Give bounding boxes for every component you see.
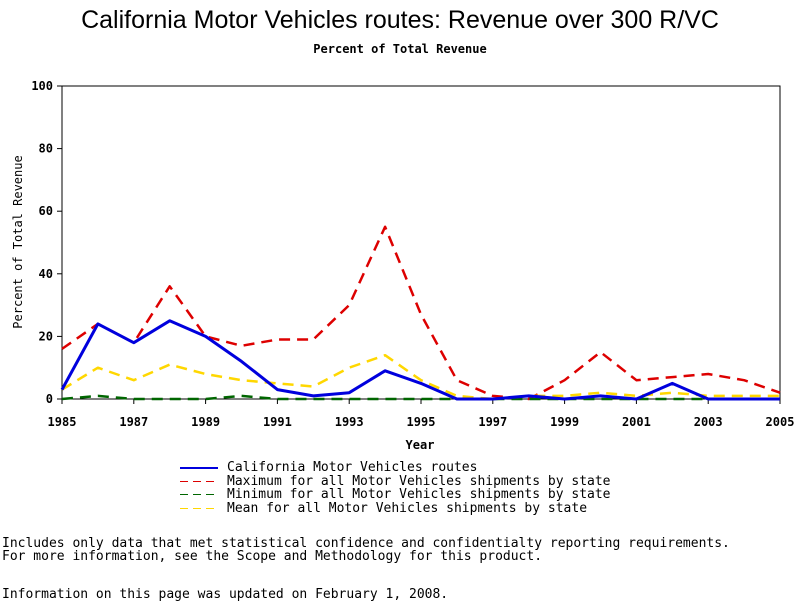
legend-label-routes: California Motor Vehicles routes xyxy=(227,460,478,475)
legend-entry-maximum: Maximum for all Motor Vehicles shipments… xyxy=(180,473,611,489)
y-tick-label: 80 xyxy=(39,142,53,156)
x-tick-label: 1995 xyxy=(407,415,436,429)
x-tick-label: 1985 xyxy=(48,415,77,429)
y-tick-label: 0 xyxy=(46,392,53,406)
legend-swatch-minimum xyxy=(180,490,218,499)
x-tick-label: 1993 xyxy=(335,415,364,429)
y-tick-label: 100 xyxy=(31,79,53,93)
chart-title: California Motor Vehicles routes: Revenu… xyxy=(81,6,719,34)
series-line-minimum xyxy=(61,394,780,401)
series-line-maximum xyxy=(61,225,781,401)
x-tick-label: 2001 xyxy=(622,415,651,429)
x-axis-label: Year xyxy=(406,438,435,452)
y-axis: 0 20 40 60 80 100 xyxy=(31,79,62,406)
legend-entry-routes: California Motor Vehicles routes xyxy=(180,461,611,475)
x-tick-label: 2003 xyxy=(694,415,723,429)
x-tick-label: 1987 xyxy=(119,415,148,429)
legend: California Motor Vehicles routes Maximum… xyxy=(180,461,611,515)
legend-swatch-routes xyxy=(180,463,218,472)
x-tick-label: 2005 xyxy=(766,415,795,429)
x-axis: 1985 1987 1989 1991 1993 1995 1997 1999 2001 2003… xyxy=(48,399,795,429)
y-tick-label: 40 xyxy=(39,267,53,281)
legend-entry-minimum: Minimum for all Motor Vehicles shipments… xyxy=(180,488,611,502)
footnote-confidence: Includes only data that met statistical … xyxy=(2,536,730,551)
legend-label-minimum: Minimum for all Motor Vehicles shipments… xyxy=(227,487,611,502)
x-tick-label: 1999 xyxy=(550,415,579,429)
footnote-updated: Information on this page was updated on … xyxy=(2,587,449,602)
legend-swatch-mean xyxy=(180,504,218,512)
footnote-methodology: For more information, see the Scope and … xyxy=(2,549,543,564)
x-tick-label: 1997 xyxy=(478,415,507,429)
x-tick-label: 1991 xyxy=(263,415,292,429)
y-tick-label: 20 xyxy=(39,329,53,343)
series-line-mean xyxy=(61,353,780,401)
series-line-routes xyxy=(60,319,780,401)
legend-label-maximum: Maximum for all Motor Vehicles shipments… xyxy=(227,473,611,489)
plot-frame xyxy=(61,85,781,400)
chart-subtitle: Percent of Total Revenue xyxy=(313,42,487,56)
y-tick-label: 60 xyxy=(39,204,53,218)
legend-swatch-maximum xyxy=(180,477,218,485)
legend-label-mean: Mean for all Motor Vehicles shipments by… xyxy=(227,500,588,516)
series-lines xyxy=(60,225,781,401)
legend-entry-mean: Mean for all Motor Vehicles shipments by… xyxy=(180,500,611,516)
y-axis-label: Percent of Total Revenue xyxy=(11,155,25,328)
x-tick-label: 1989 xyxy=(191,415,220,429)
